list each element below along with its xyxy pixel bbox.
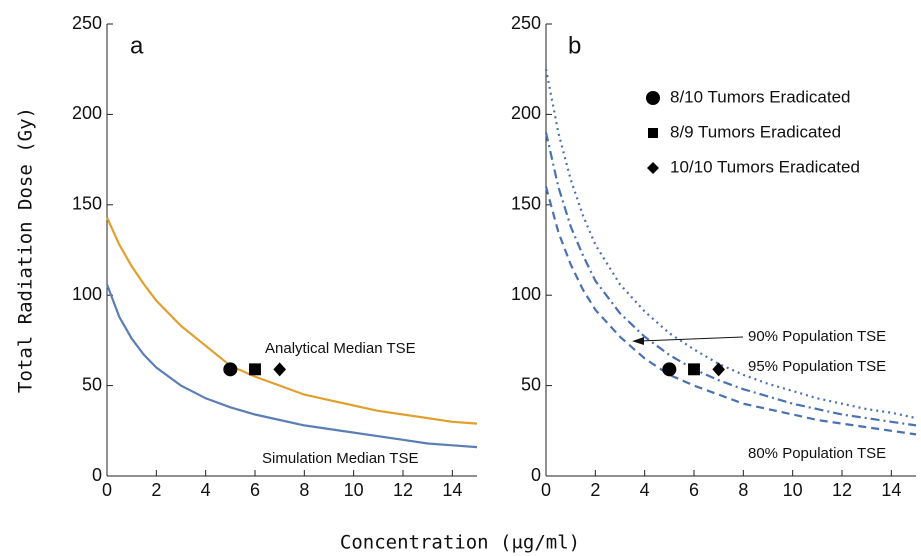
x-tick-label: 2: [590, 480, 600, 500]
x-tick-label: 8: [738, 480, 748, 500]
legend-label: 8/9 Tumors Eradicated: [670, 122, 841, 141]
y-tick-label: 0: [92, 465, 102, 485]
x-tick-label: 10: [344, 480, 364, 500]
x-tick-label: 6: [689, 480, 699, 500]
annotation: 80% Population TSE: [748, 445, 886, 462]
line: [105, 217, 478, 425]
annotation: 90% Population TSE: [748, 328, 886, 345]
arrow-head: [632, 337, 644, 345]
marker-circle: [662, 362, 677, 377]
marker-square: [688, 363, 700, 376]
legend-label: 10/10 Tumors Eradicated: [670, 157, 860, 176]
line: [544, 132, 917, 427]
x-tick-label: 8: [299, 480, 309, 500]
x-tick-label: 6: [250, 480, 260, 500]
legend-label: 8/10 Tumors Eradicated: [670, 87, 850, 106]
annotation: Simulation Median TSE: [262, 450, 418, 467]
line: [544, 186, 917, 436]
panel-label: b: [568, 32, 581, 59]
y-tick-label: 50: [521, 374, 541, 394]
annotation: Analytical Median TSE: [265, 340, 416, 357]
x-tick-label: 14: [881, 480, 901, 500]
x-tick-label: 4: [640, 480, 650, 500]
y-tick-label: 200: [511, 103, 541, 123]
line: [105, 284, 478, 449]
y-tick-label: 100: [511, 284, 541, 304]
annotation: 95% Population TSE: [748, 358, 886, 375]
y-tick-label: 0: [531, 465, 541, 485]
marker-circle: [223, 362, 238, 377]
marker-diamond: [273, 362, 286, 377]
x-axis-label: Concentration (μg/ml): [340, 532, 580, 554]
y-tick-label: 100: [72, 284, 102, 304]
y-tick-label: 250: [511, 13, 541, 33]
x-tick-label: 4: [201, 480, 211, 500]
y-tick-label: 50: [82, 374, 102, 394]
x-tick-label: 0: [541, 480, 551, 500]
legend-marker: [648, 128, 658, 138]
x-tick-label: 0: [102, 480, 112, 500]
line: [544, 68, 917, 420]
legend-marker: [647, 162, 659, 174]
y-tick-label: 200: [72, 103, 102, 123]
x-tick-label: 2: [151, 480, 161, 500]
y-tick-label: 250: [72, 13, 102, 33]
x-tick-label: 14: [442, 480, 462, 500]
marker-diamond: [712, 362, 725, 377]
x-tick-label: 12: [393, 480, 413, 500]
x-tick-label: 10: [783, 480, 803, 500]
marker-square: [249, 363, 261, 376]
panel-label: a: [130, 32, 144, 59]
x-tick-label: 12: [832, 480, 852, 500]
annotation-arrow: [639, 336, 744, 342]
y-tick-label: 150: [511, 194, 541, 214]
y-tick-label: 150: [72, 194, 102, 214]
legend-marker: [646, 91, 660, 105]
y-axis-label: Total Radiation Dose (Gy): [15, 107, 37, 393]
